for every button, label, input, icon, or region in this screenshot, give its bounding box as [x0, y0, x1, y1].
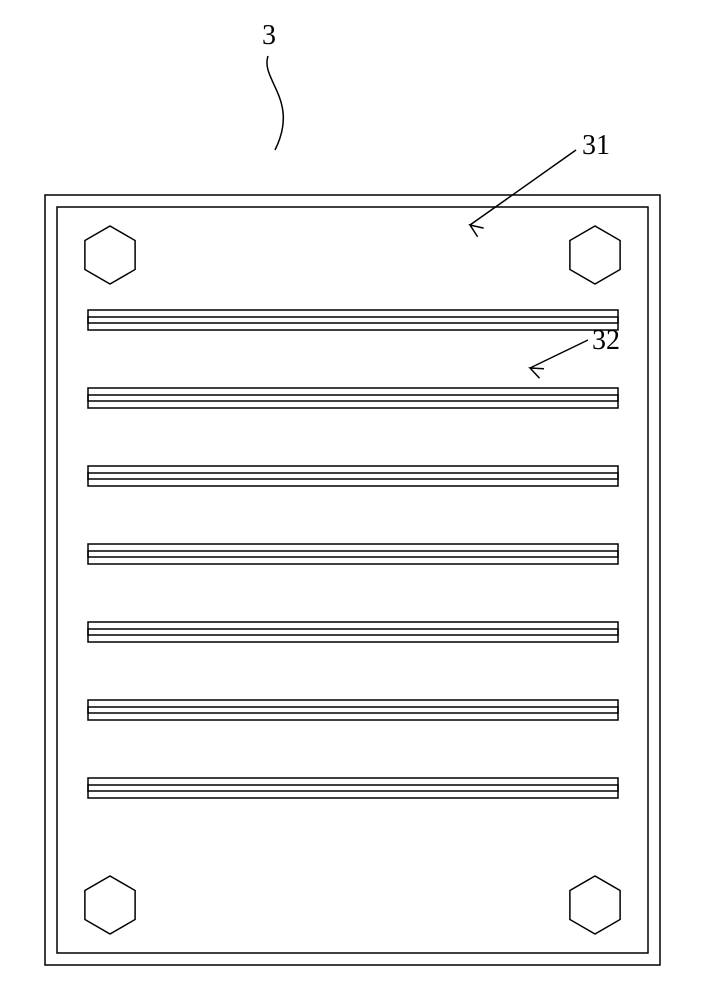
label-slot: 32: [592, 325, 620, 357]
label-assembly: 3: [262, 20, 276, 52]
label-plate: 31: [582, 130, 610, 162]
